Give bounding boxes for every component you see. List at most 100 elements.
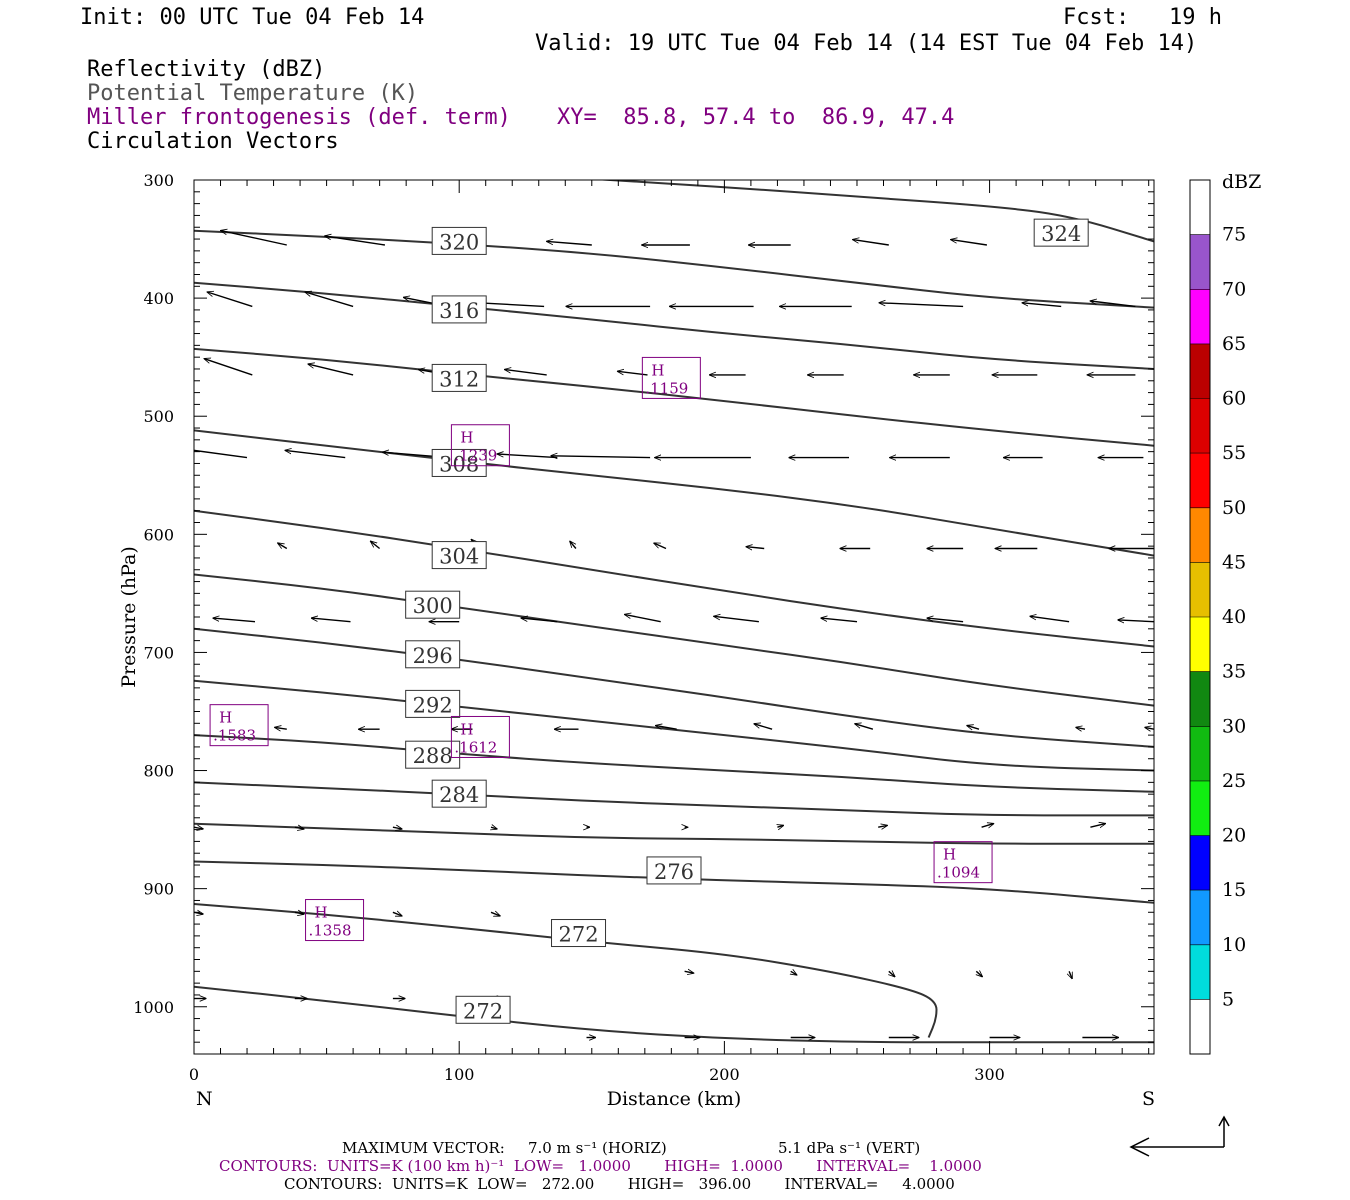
colorbar-segment xyxy=(1190,999,1210,1054)
colorbar-segment xyxy=(1190,180,1210,235)
colorbar-tick-label: 55 xyxy=(1222,442,1246,464)
theta-contour-320 xyxy=(194,229,1154,309)
circulation-vector xyxy=(1069,971,1072,978)
colorbar-segment xyxy=(1190,343,1210,399)
theta-contour-296 xyxy=(194,627,1154,748)
field-circulation: Circulation Vectors xyxy=(87,129,339,154)
theta-contour-272 xyxy=(194,903,938,1038)
max-vector-vert: 5.1 dPa s⁻¹ (VERT) xyxy=(778,1139,921,1157)
circulation-vector xyxy=(714,616,759,623)
circulation-vector xyxy=(878,825,887,827)
contour-label: 312 xyxy=(439,367,479,391)
theta-contour-300 xyxy=(194,573,1154,707)
circulation-vector xyxy=(491,827,497,829)
contour-label-box xyxy=(431,779,487,808)
frontogenesis-max-value: .1239 xyxy=(454,447,497,465)
frontogenesis-max-box xyxy=(450,715,510,758)
circulation-vector xyxy=(308,364,354,376)
circulation-vector xyxy=(490,912,500,916)
circulation-vector xyxy=(285,450,346,459)
frontogenesis-max-value: .1358 xyxy=(309,922,352,940)
colorbar-tick-label: 70 xyxy=(1222,278,1246,300)
circulation-vector xyxy=(618,371,648,376)
colorbar-segment xyxy=(1190,289,1210,344)
x-tick-label: 300 xyxy=(974,1065,1005,1084)
theta-contour-304 xyxy=(194,509,1154,648)
theta-contour-288 xyxy=(194,734,1154,793)
contour-label: 292 xyxy=(413,693,453,717)
colorbar-title: dBZ xyxy=(1222,171,1261,193)
max-vector-horiz: 7.0 m s⁻¹ (HORIZ) xyxy=(528,1139,667,1157)
contour-label-box xyxy=(646,856,702,885)
colorbar-segment xyxy=(1190,890,1210,945)
circulation-vector xyxy=(371,541,381,550)
circulation-vector xyxy=(213,618,256,623)
frontogenesis-max-label: H xyxy=(651,361,664,379)
contours-theta-info: CONTOURS: UNITS=K LOW= 272.00 HIGH= 396.… xyxy=(284,1175,955,1193)
circulation-vector xyxy=(505,370,547,376)
colorbar-segment xyxy=(1190,617,1210,672)
theta-contour-324 xyxy=(594,180,1154,243)
x-axis-title: Distance (km) xyxy=(607,1088,742,1110)
contour-label-box xyxy=(455,995,511,1024)
contour-label-box xyxy=(405,640,461,669)
circulation-vector xyxy=(1090,824,1105,828)
circulation-vector xyxy=(551,456,651,458)
colorbar-tick-label: 5 xyxy=(1222,988,1234,1010)
y-tick-label: 900 xyxy=(143,880,174,899)
contour-label: 296 xyxy=(413,644,453,668)
init-time: Init: 00 UTC Tue 04 Feb 14 xyxy=(80,5,425,30)
colorbar-segment xyxy=(1190,671,1210,727)
circulation-vector xyxy=(656,726,677,730)
contour-label-box xyxy=(551,919,607,948)
x-tick-label: 0 xyxy=(189,1065,199,1084)
colorbar-tick-label: 35 xyxy=(1222,661,1246,683)
circulation-vector xyxy=(684,971,694,973)
y-tick-label: 600 xyxy=(143,525,174,544)
circulation-vector xyxy=(821,618,858,623)
contour-label: 288 xyxy=(413,744,453,768)
circulation-vector xyxy=(194,827,203,829)
circulation-vector xyxy=(625,615,661,623)
contour-label-box xyxy=(431,295,487,324)
x-tick-label: 200 xyxy=(709,1065,740,1084)
y-axis-title: Pressure (hPa) xyxy=(118,546,140,688)
circulation-vector xyxy=(1030,616,1070,623)
theta-contour-276 xyxy=(194,860,1154,904)
colorbar-segment xyxy=(1190,835,1210,891)
frontogenesis-max-label: H xyxy=(315,904,328,922)
circulation-vector xyxy=(294,912,304,914)
circulation-vector xyxy=(1118,620,1154,622)
colorbar-segment xyxy=(1190,562,1210,617)
contour-label: 272 xyxy=(558,923,598,947)
contour-label: 308 xyxy=(439,452,479,476)
contour-label-box xyxy=(405,689,461,718)
circulation-vector xyxy=(777,825,783,827)
y-tick-label: 500 xyxy=(143,407,174,426)
circulation-vector xyxy=(294,827,304,829)
cross-section-coords: XY= 85.8, 57.4 to 86.9, 47.4 xyxy=(557,105,955,130)
frontogenesis-max-box xyxy=(450,424,510,467)
theta-contour-272 xyxy=(194,985,1154,1044)
contour-label-box xyxy=(431,448,487,477)
circulation-vector xyxy=(547,241,592,246)
circulation-vector xyxy=(325,236,386,246)
circulation-vector xyxy=(275,727,287,729)
frontogenesis-max-box xyxy=(641,356,701,399)
contours-frontogenesis-info: CONTOURS: UNITS=K (100 km h)⁻¹ LOW= 1.00… xyxy=(219,1157,982,1175)
colorbar-tick-label: 65 xyxy=(1222,333,1246,355)
colorbar-segment xyxy=(1190,453,1210,508)
circulation-vector xyxy=(194,449,248,459)
frontogenesis-max-label: H xyxy=(460,720,473,738)
circulation-vector xyxy=(855,724,874,730)
circulation-vector xyxy=(392,912,402,916)
circulation-vector xyxy=(746,547,765,549)
circulation-vector xyxy=(204,359,253,376)
y-tick-label: 300 xyxy=(143,171,174,190)
theta-contour-316 xyxy=(194,281,1154,370)
field-reflectivity: Reflectivity (dBZ) xyxy=(87,57,326,82)
circulation-vector xyxy=(392,827,402,829)
colorbar-segment xyxy=(1190,398,1210,454)
theta-contour-312 xyxy=(194,347,1154,447)
contour-label: 320 xyxy=(439,230,479,254)
